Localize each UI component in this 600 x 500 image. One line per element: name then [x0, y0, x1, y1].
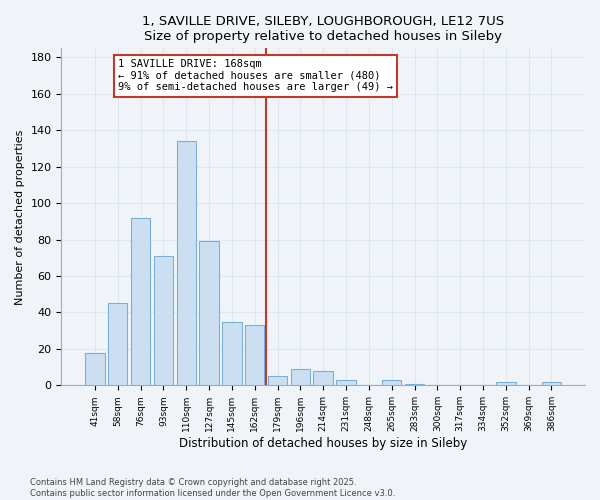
Text: 1 SAVILLE DRIVE: 168sqm
← 91% of detached houses are smaller (480)
9% of semi-de: 1 SAVILLE DRIVE: 168sqm ← 91% of detache… — [118, 60, 393, 92]
Y-axis label: Number of detached properties: Number of detached properties — [15, 129, 25, 304]
Bar — [222, 322, 242, 386]
Bar — [199, 242, 219, 386]
Bar — [176, 141, 196, 386]
Bar — [268, 376, 287, 386]
Bar — [382, 380, 401, 386]
Bar — [85, 352, 104, 386]
Bar — [108, 304, 127, 386]
Text: Contains HM Land Registry data © Crown copyright and database right 2025.
Contai: Contains HM Land Registry data © Crown c… — [30, 478, 395, 498]
Bar — [313, 371, 333, 386]
X-axis label: Distribution of detached houses by size in Sileby: Distribution of detached houses by size … — [179, 437, 467, 450]
Bar — [542, 382, 561, 386]
Bar — [337, 380, 356, 386]
Bar — [405, 384, 424, 386]
Bar — [154, 256, 173, 386]
Bar — [496, 382, 515, 386]
Bar — [290, 369, 310, 386]
Title: 1, SAVILLE DRIVE, SILEBY, LOUGHBOROUGH, LE12 7US
Size of property relative to de: 1, SAVILLE DRIVE, SILEBY, LOUGHBOROUGH, … — [142, 15, 504, 43]
Bar — [245, 325, 265, 386]
Bar — [131, 218, 150, 386]
